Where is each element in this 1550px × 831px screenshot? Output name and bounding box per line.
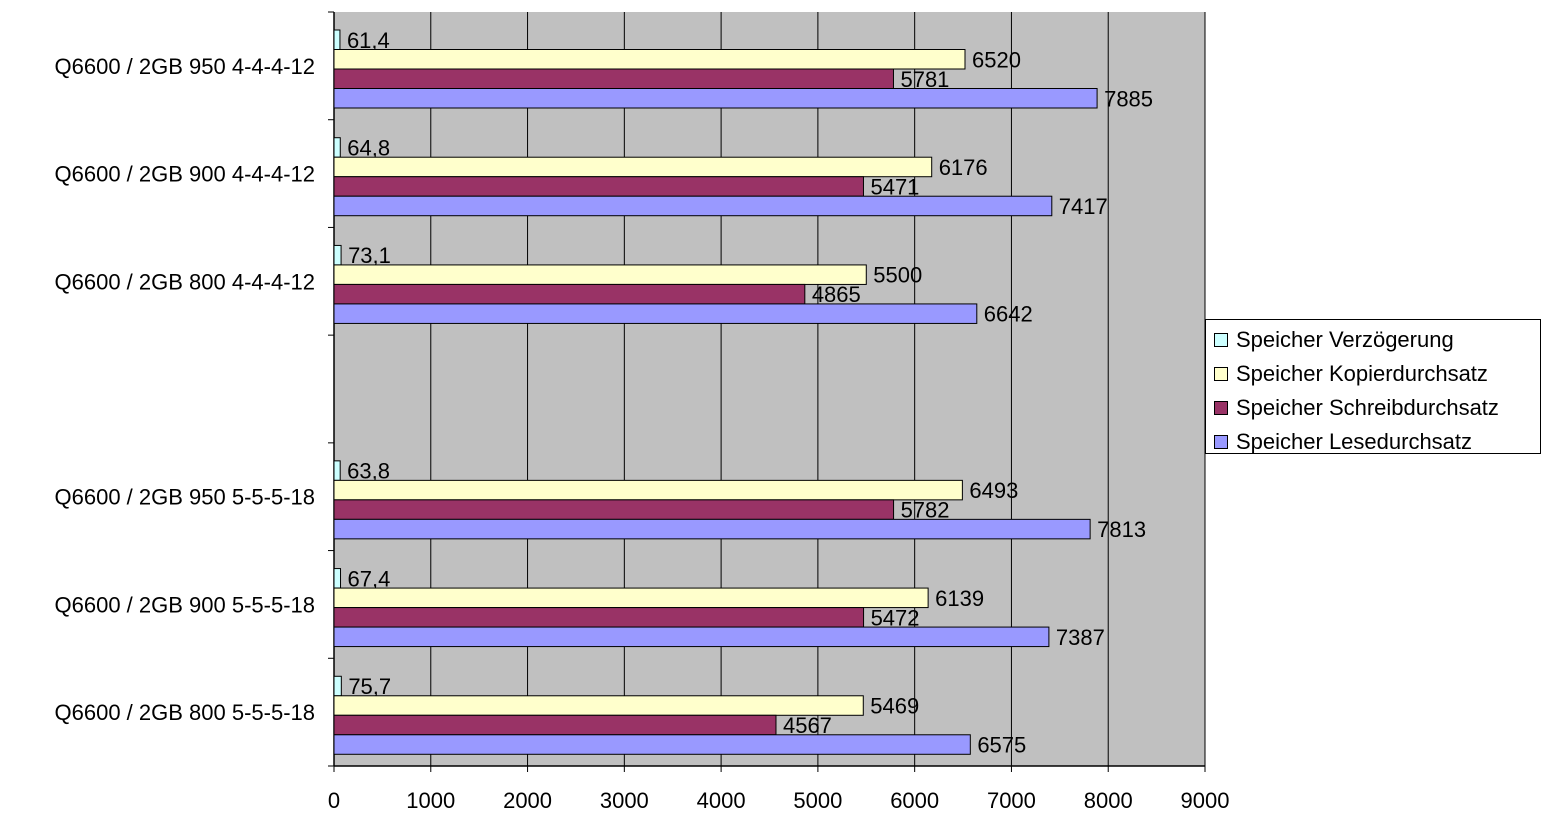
data-label: 6176 — [939, 155, 988, 180]
x-tick-label: 2000 — [503, 788, 552, 813]
bar — [333, 675, 342, 697]
category-label: Q6600 / 2GB 800 4-4-4-12 — [55, 269, 316, 294]
x-tick-label: 3000 — [600, 788, 649, 813]
category-label: Q6600 / 2GB 800 5-5-5-18 — [55, 700, 316, 725]
chart-legend: Speicher Verzögerung Speicher Kopierdurch… — [1205, 319, 1541, 454]
bar — [333, 156, 933, 178]
category-label: Q6600 / 2GB 950 4-4-4-12 — [55, 54, 316, 79]
data-label: 5471 — [870, 174, 919, 199]
legend-item: Speicher Verzögerung — [1206, 323, 1540, 357]
category-label: Q6600 / 2GB 950 5-5-5-18 — [55, 485, 316, 510]
data-label: 6493 — [969, 478, 1018, 503]
bar — [333, 283, 806, 305]
bar — [333, 244, 342, 266]
data-label: 6139 — [935, 586, 984, 611]
bar — [333, 626, 1050, 648]
legend-item: Speicher Kopierdurchsatz — [1206, 357, 1540, 391]
bar — [333, 68, 894, 89]
legend-label: Speicher Schreibdurchsatz — [1236, 395, 1499, 420]
data-label: 5472 — [871, 605, 920, 630]
data-label: 5469 — [870, 694, 919, 719]
x-tick-label: 5000 — [793, 788, 842, 813]
data-label: 6575 — [977, 733, 1026, 758]
legend-swatch — [1214, 401, 1228, 415]
data-label: 63,8 — [347, 459, 390, 484]
data-label: 75,7 — [348, 674, 391, 699]
legend-item: Speicher Schreibdurchsatz — [1206, 391, 1540, 425]
x-tick-label: 1000 — [406, 788, 455, 813]
legend-swatch — [1214, 435, 1228, 449]
x-tick-label: 8000 — [1084, 788, 1133, 813]
bar — [333, 479, 963, 501]
data-label: 73,1 — [348, 243, 391, 268]
x-tick-label: 9000 — [1181, 788, 1230, 813]
data-label: 64,8 — [347, 135, 390, 160]
legend-label: Speicher Kopierdurchsatz — [1236, 361, 1488, 386]
legend-label: Speicher Lesedurchsatz — [1236, 429, 1473, 454]
bar — [333, 714, 777, 736]
category-label: Q6600 / 2GB 900 5-5-5-18 — [55, 592, 316, 617]
bar — [333, 460, 341, 481]
data-label: 5500 — [873, 263, 922, 288]
x-tick-label: 7000 — [987, 788, 1036, 813]
bar — [333, 88, 1098, 109]
bar — [333, 734, 971, 755]
data-label: 7387 — [1056, 625, 1105, 650]
category-label: Q6600 / 2GB 900 4-4-4-12 — [55, 162, 316, 187]
data-label: 6520 — [972, 47, 1021, 72]
bar — [333, 303, 978, 324]
data-label: 7417 — [1059, 194, 1108, 219]
bar — [333, 195, 1053, 217]
x-tick-label: 0 — [328, 788, 340, 813]
data-label: 7813 — [1097, 517, 1146, 542]
data-label: 67,4 — [348, 566, 391, 591]
data-label: 7885 — [1104, 86, 1153, 111]
data-label: 61,4 — [347, 28, 390, 53]
legend-swatch — [1214, 333, 1228, 347]
bar — [333, 568, 342, 589]
x-tick-label: 4000 — [697, 788, 746, 813]
bar — [333, 499, 895, 520]
x-tick-label: 6000 — [890, 788, 939, 813]
legend-label: Speicher Verzögerung — [1236, 327, 1454, 352]
bar — [333, 49, 966, 70]
bar — [333, 518, 1091, 540]
bar — [333, 29, 341, 50]
data-label: 5782 — [901, 498, 950, 523]
data-label: 4567 — [783, 713, 832, 738]
plot-area — [334, 12, 1205, 766]
bar — [333, 137, 341, 158]
data-label: 6642 — [984, 302, 1033, 327]
bar — [333, 264, 867, 285]
legend-item: Speicher Lesedurchsatz — [1206, 425, 1540, 459]
bar — [333, 176, 864, 197]
data-label: 5781 — [900, 67, 949, 92]
bar — [333, 587, 929, 609]
bar — [333, 607, 865, 628]
data-label: 4865 — [812, 282, 861, 307]
legend-swatch — [1214, 367, 1228, 381]
